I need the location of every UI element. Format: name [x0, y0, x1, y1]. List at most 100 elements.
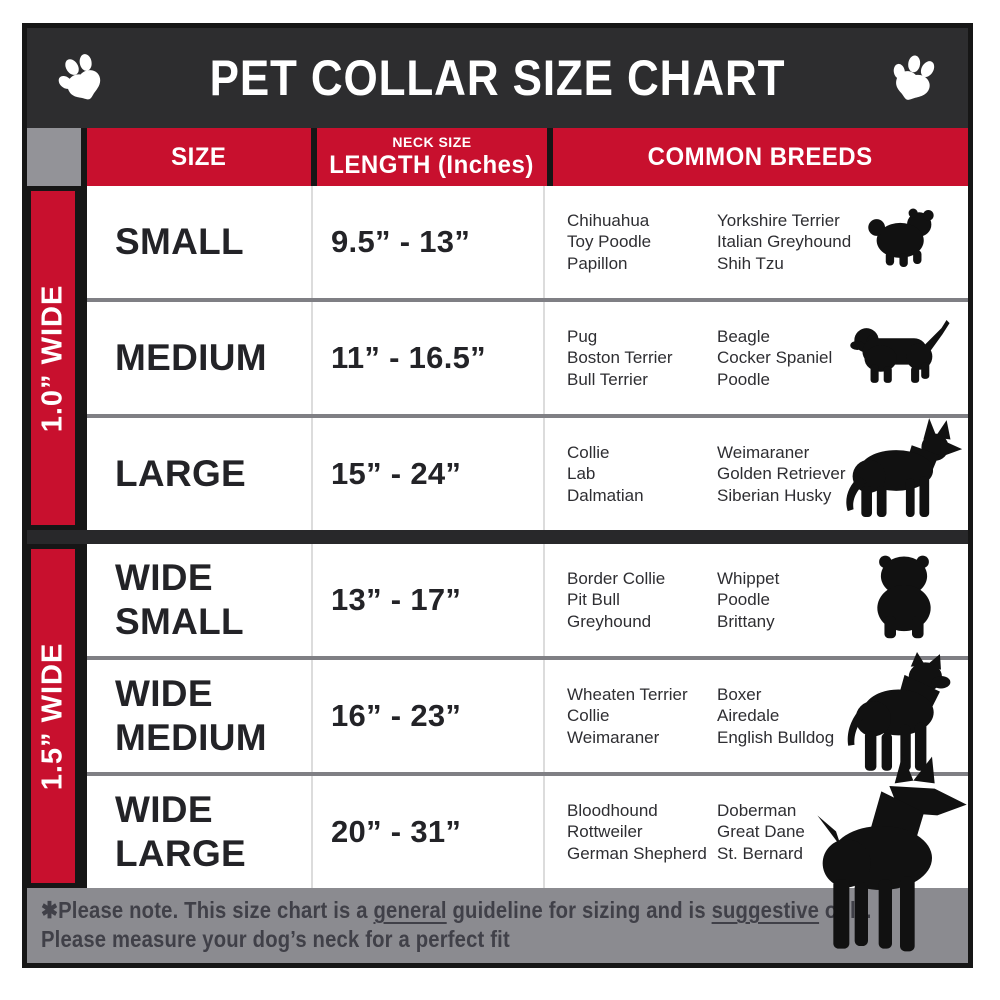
breed-name: Wheaten Terrier	[567, 685, 688, 705]
header-corner-spacer	[27, 128, 81, 186]
column-header-label: SIZE	[171, 142, 227, 171]
size-label: SMALL	[115, 601, 244, 642]
size-label: SMALL	[115, 221, 244, 263]
german-shepherd-dog-icon	[840, 416, 966, 523]
breeds-list-secondary: Yorkshire Terrier Italian Greyhound Shih T…	[717, 210, 867, 274]
breed-name: Yorkshire Terrier	[717, 211, 840, 231]
size-row-small: SMALL 9.5” - 13” Chihuahua Toy Poodle Papill…	[87, 186, 968, 298]
size-row-wide-medium: WIDE MEDIUM 16” - 23” Wheaten Terrier Collie…	[87, 660, 968, 772]
doberman-dog-icon	[812, 754, 972, 954]
dachshund-dog-icon	[850, 316, 962, 392]
breeds-list-secondary: Whippet Poodle Brittany	[717, 568, 867, 632]
breed-name: German Shepherd	[567, 843, 707, 863]
size-row-medium: MEDIUM 11” - 16.5” Pug Boston Terrier Bull T…	[87, 302, 968, 414]
breeds-list-primary: Border Collie Pit Bull Greyhound	[567, 568, 713, 632]
breed-name: Boston Terrier	[567, 348, 673, 368]
size-cell: LARGE	[87, 418, 313, 530]
breed-name: Boxer	[717, 685, 762, 705]
size-label: LARGE	[115, 453, 246, 495]
breed-name: Pug	[567, 327, 598, 347]
row-separator	[87, 298, 968, 302]
size-cell: WIDE LARGE	[87, 776, 313, 888]
breed-name: Collie	[567, 443, 610, 463]
breed-name: Weimaraner	[717, 443, 810, 463]
column-header-sublabel: NECK SIZE	[392, 134, 472, 150]
breed-name: Lab	[567, 464, 596, 484]
breed-name: Whippet	[717, 569, 780, 589]
underlined-word: general	[373, 897, 447, 923]
size-cell: SMALL	[87, 186, 313, 298]
paw-icon	[45, 42, 117, 113]
size-row-large: LARGE 15” - 24” Collie Lab Dalmatian Weimaran…	[87, 418, 968, 530]
breed-name: Poodle	[717, 369, 770, 389]
breed-name: Cocker Spaniel	[717, 348, 833, 368]
width-label: 1.5” WIDE	[36, 642, 69, 790]
section-separator	[27, 530, 968, 544]
chart-title-bar: PET COLLAR SIZE CHART	[27, 28, 968, 128]
breed-name: Pit Bull	[567, 590, 620, 610]
neck-range-cell: 15” - 24”	[313, 418, 545, 530]
row-separator	[87, 656, 968, 660]
breed-name: Italian Greyhound	[717, 232, 852, 252]
breed-name: Weimaraner	[567, 727, 660, 747]
breed-name: Great Dane	[717, 822, 805, 842]
breed-name: Airedale	[717, 706, 780, 726]
breeds-list-secondary: Beagle Cocker Spaniel Poodle	[717, 326, 867, 390]
breed-name: Bull Terrier	[567, 369, 648, 389]
width-label-background: 1.5” WIDE	[31, 549, 75, 883]
breeds-cell: Border Collie Pit Bull Greyhound Whippet Poo…	[545, 544, 968, 656]
breeds-list-primary: Bloodhound Rottweiler German Shepherd	[567, 800, 713, 864]
table-header-row: SIZE NECK SIZE LENGTH (Inches) COMMON BR…	[27, 128, 968, 186]
breed-name: Shih Tzu	[717, 253, 784, 273]
size-chart: PET COLLAR SIZE CHART SIZE NECK SIZE LEN…	[22, 23, 973, 968]
breeds-cell: Collie Lab Dalmatian Weimaraner Golden Retri…	[545, 418, 968, 530]
breeds-list-primary: Collie Lab Dalmatian	[567, 442, 713, 506]
breeds-cell: Pug Boston Terrier Bull Terrier Beagle Cocke…	[545, 302, 968, 414]
row-separator	[87, 772, 968, 776]
column-header-size: SIZE	[87, 128, 311, 186]
footer-note: ✱Please note. This size chart is a gener…	[27, 888, 968, 963]
row-separator	[87, 414, 968, 418]
breeds-list-secondary: Weimaraner Golden Retriever Siberian Husky	[717, 442, 867, 506]
breeds-list-secondary: Doberman Great Dane St. Bernard	[717, 800, 867, 864]
size-label: LARGE	[115, 833, 246, 874]
footer-text: guideline for sizing and is	[446, 897, 712, 923]
breeds-cell: Chihuahua Toy Poodle Papillon Yorkshire Ter…	[545, 186, 968, 298]
breed-name: Brittany	[717, 611, 775, 631]
breed-name: Greyhound	[567, 611, 652, 631]
size-label: WIDE	[115, 673, 213, 715]
column-header-neck-size: NECK SIZE LENGTH (Inches)	[317, 128, 547, 186]
breeds-list-primary: Chihuahua Toy Poodle Papillon	[567, 210, 713, 274]
breed-name: Poodle	[717, 590, 770, 610]
breed-name: English Bulldog	[717, 727, 835, 747]
neck-range-cell: 20” - 31”	[313, 776, 545, 888]
breed-name: Rottweiler	[567, 822, 643, 842]
neck-range-cell: 11” - 16.5”	[313, 302, 545, 414]
breed-name: Papillon	[567, 253, 628, 273]
breeds-list-secondary: Boxer Airedale English Bulldog	[717, 684, 867, 748]
breed-name: Chihuahua	[567, 211, 650, 231]
footer-note-line2: Please measure your dog’s neck for a per…	[41, 926, 510, 952]
column-header-common-breeds: COMMON BREEDS	[553, 128, 968, 186]
shih-tzu-dog-icon	[866, 206, 942, 271]
paw-icon	[879, 44, 949, 113]
neck-range-cell: 13” - 17”	[313, 544, 545, 656]
breed-name: Dalmatian	[567, 485, 644, 505]
size-cell: MEDIUM	[87, 302, 313, 414]
page-title: PET COLLAR SIZE CHART	[209, 50, 786, 106]
size-label: WIDE	[115, 557, 213, 599]
column-header-label: LENGTH (Inches)	[329, 151, 535, 179]
breed-name: Bloodhound	[567, 801, 658, 821]
size-label: MEDIUM	[115, 337, 267, 379]
size-row-wide-small: WIDE SMALL 13” - 17” Border Collie Pit Bull G…	[87, 544, 968, 656]
breeds-cell: Wheaten Terrier Collie Weimaraner Boxer Aire…	[545, 660, 968, 772]
size-label: MEDIUM	[115, 717, 267, 758]
underlined-word: suggestive	[711, 897, 820, 923]
size-label: WIDE	[115, 789, 213, 831]
size-cell: WIDE SMALL	[87, 544, 313, 656]
breed-name: Collie	[567, 706, 610, 726]
breed-name: Beagle	[717, 327, 770, 347]
breed-name: Siberian Husky	[717, 485, 832, 505]
section-1-5-wide: 1.5” WIDE WIDE SMALL 13” - 17” Border Colli…	[27, 544, 968, 888]
